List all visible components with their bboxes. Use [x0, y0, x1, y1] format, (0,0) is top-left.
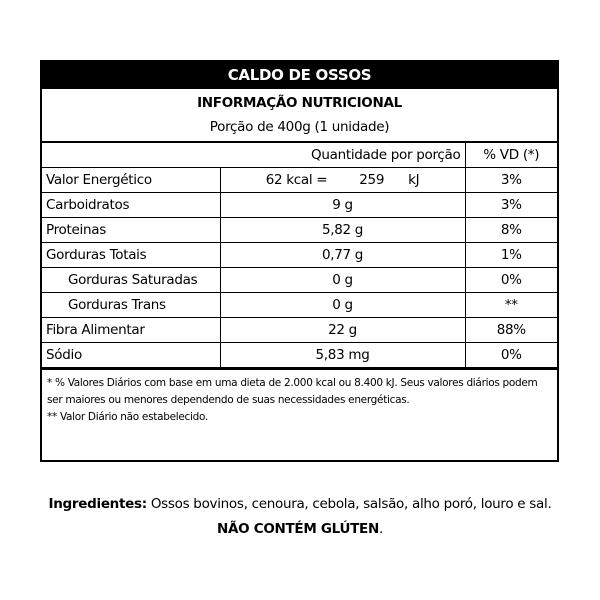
table-row: Valor Energético 62 kcal = 259 kJ 3%: [42, 167, 557, 193]
ingredients-text: Ossos bovinos, cenoura, cebola, salsão, …: [146, 496, 552, 512]
nutrient-dv: 8%: [464, 217, 557, 243]
nutrient-dv: 0%: [464, 267, 557, 293]
header-empty: [42, 143, 220, 168]
nutrient-dv: 3%: [464, 167, 557, 193]
nutrient-name: Gorduras Trans: [42, 292, 221, 318]
nutrient-name: Proteinas: [42, 217, 221, 243]
footnote-not-established: ** Valor Diário não estabelecido.: [47, 411, 208, 423]
nutrient-dv: 1%: [464, 242, 557, 268]
table-row: Gorduras Trans 0 g **: [42, 292, 557, 318]
nutrient-quantity: 0,77 g: [219, 242, 466, 268]
energy-kcal: 62 kcal =: [265, 172, 328, 188]
nutrient-quantity: 0 g: [219, 292, 466, 318]
energy-kj-value: 259: [359, 172, 385, 188]
ingredients-label: Ingredientes:: [48, 496, 148, 512]
nutrient-dv: 3%: [464, 192, 557, 218]
nutrient-dv: 88%: [464, 317, 557, 343]
nutrient-name: Fibra Alimentar: [42, 317, 221, 343]
label-title: INFORMAÇÃO NUTRICIONAL: [197, 95, 402, 111]
nutrient-quantity: 5,83 mg: [219, 342, 466, 368]
header-dv: % VD (*): [464, 143, 557, 168]
table-row: Gorduras Saturadas 0 g 0%: [42, 267, 557, 293]
table-row: Carboidratos 9 g 3%: [42, 192, 557, 218]
table-row: Fibra Alimentar 22 g 88%: [42, 317, 557, 343]
table-row: Proteinas 5,82 g 8%: [42, 217, 557, 243]
table-row: Sódio 5,83 mg 0%: [42, 342, 557, 368]
nutrient-name: Sódio: [42, 342, 221, 368]
nutrient-quantity: 0 g: [219, 267, 466, 293]
nutrient-name: Carboidratos: [42, 192, 221, 218]
nutrition-label: CALDO DE OSSOS INFORMAÇÃO NUTRICIONAL Po…: [40, 60, 559, 462]
nutrient-name: Valor Energético: [42, 167, 221, 193]
nutrient-dv: **: [464, 292, 557, 318]
nutrient-quantity: 5,82 g: [219, 217, 466, 243]
nutrient-dv: 0%: [464, 342, 557, 368]
footnotes: * % Valores Diários com base em uma diet…: [42, 368, 557, 460]
table-row: Gorduras Totais 0,77 g 1%: [42, 242, 557, 268]
nutrient-name: Gorduras Saturadas: [42, 267, 221, 293]
nutrient-quantity: 9 g: [219, 192, 466, 218]
product-name: CALDO DE OSSOS: [42, 62, 557, 89]
nutrient-quantity: 22 g: [219, 317, 466, 343]
portion-size: Porção de 400g (1 unidade): [42, 115, 557, 143]
nutrition-table: Quantidade por porção % VD (*) Valor Ene…: [42, 143, 557, 368]
gluten-statement: NÃO CONTÉM GLÚTEN: [217, 521, 379, 537]
energy-kj-unit: kJ: [408, 172, 420, 188]
nutrient-name: Gorduras Totais: [42, 242, 221, 268]
table-header: Quantidade por porção % VD (*): [42, 143, 557, 168]
footnote-daily-values: * % Valores Diários com base em uma diet…: [47, 377, 538, 406]
ingredients-end: .: [378, 521, 383, 537]
ingredients: Ingredientes: Ossos bovinos, cenoura, ce…: [40, 492, 560, 542]
nutrient-quantity: 62 kcal = 259 kJ: [219, 167, 466, 193]
header-quantity: Quantidade por porção: [220, 143, 466, 168]
